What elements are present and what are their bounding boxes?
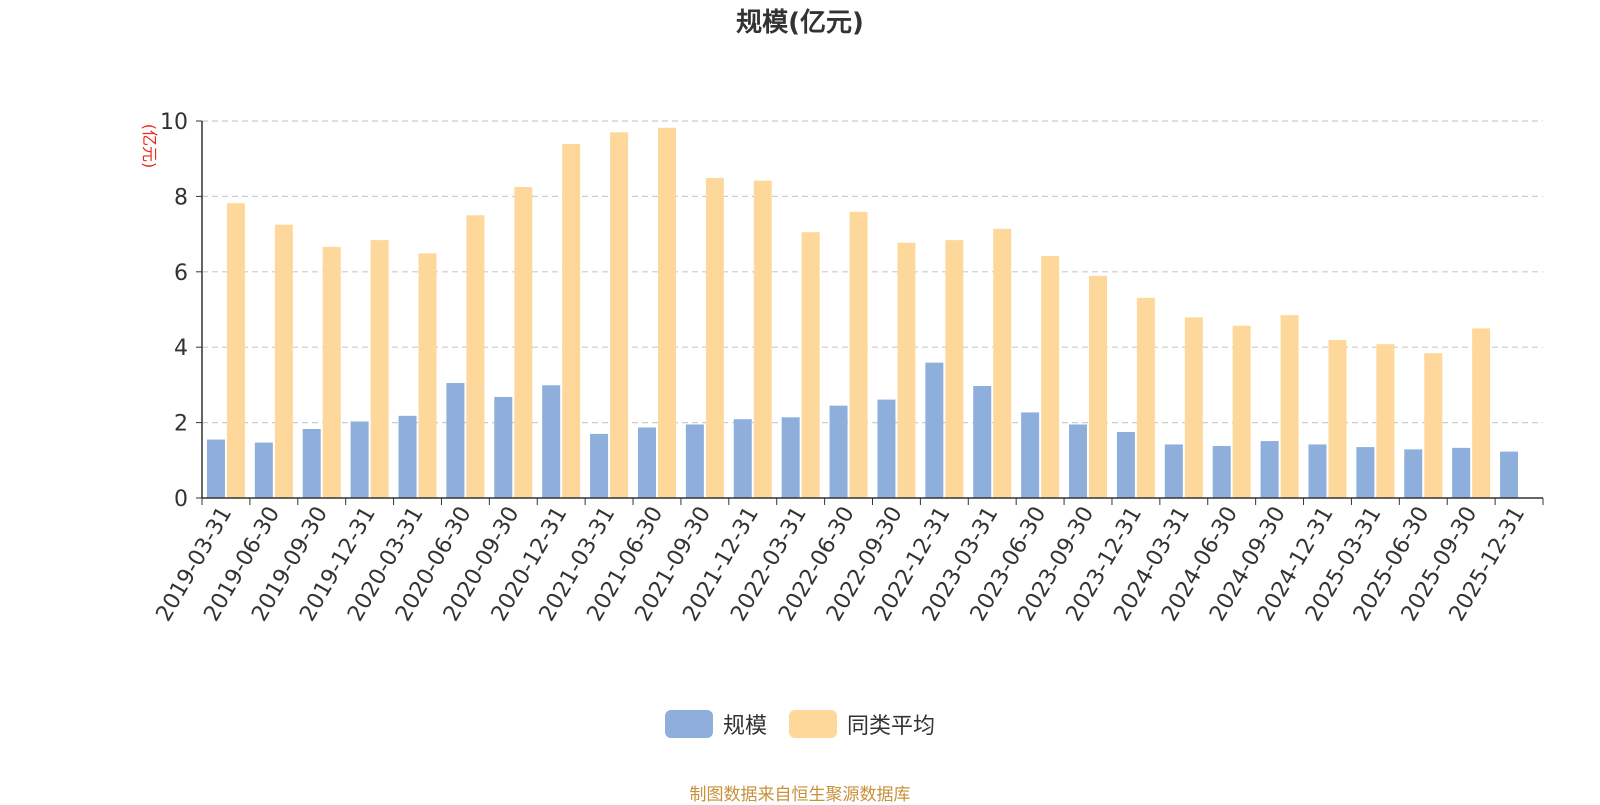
bar-series1[interactable] [1116,432,1135,498]
bar-series1[interactable] [206,439,225,498]
legend-label: 同类平均 [847,714,936,739]
legend-item-series2[interactable]: 同类平均 [789,708,935,740]
bar-series1[interactable] [781,417,800,498]
bar-series1[interactable] [1021,412,1040,498]
bar-series2[interactable] [849,211,868,498]
bar-series2[interactable] [1184,317,1203,498]
bar-series1[interactable] [1404,449,1423,498]
bar-series2[interactable] [657,127,676,498]
bar-series1[interactable] [1452,447,1471,498]
bar-series2[interactable] [1424,353,1443,498]
bar-series1[interactable] [925,362,944,498]
bar-series2[interactable] [1280,315,1299,498]
bar-series1[interactable] [973,386,992,498]
bar-series1[interactable] [254,442,273,498]
bar-series2[interactable] [753,180,772,499]
bar-chart: 0 2 4 6 8 10 2019-03-312019-06-302019-09-3020… [140,110,1544,626]
bar-series1[interactable] [446,383,465,498]
bar-series2[interactable] [897,242,916,498]
bar-series1[interactable] [350,421,369,498]
y-axis-label: (亿元) [140,124,159,169]
axes [201,121,1544,505]
bar-series1[interactable] [1500,451,1519,498]
bar-series2[interactable] [418,253,437,498]
bar-series2[interactable] [226,203,245,498]
legend-label: 规模 [722,714,767,739]
y-tick-label: 8 [174,185,188,210]
legend-swatch [789,710,837,738]
chart-title: 规模(亿元) [736,8,864,38]
bar-series1[interactable] [877,399,896,498]
bar-series1[interactable] [829,405,848,498]
bar-series1[interactable] [1356,447,1375,498]
bar-series1[interactable] [542,385,561,498]
bar-series2[interactable] [1328,340,1347,498]
y-tick-label: 6 [174,261,188,286]
bar-series2[interactable] [466,215,485,498]
bar-series2[interactable] [322,246,341,498]
bar-series2[interactable] [993,228,1012,498]
y-tick-label: 0 [174,487,188,512]
y-tick-label: 10 [160,110,188,135]
bar-series1[interactable] [1260,441,1279,498]
bar-series1[interactable] [398,415,417,498]
bar-series1[interactable] [1069,424,1088,498]
bar-series2[interactable] [514,186,533,498]
y-tick-label: 2 [174,412,188,437]
bar-series2[interactable] [1041,255,1060,498]
legend-swatch [664,710,713,738]
bar-series1[interactable] [1164,444,1183,498]
bar-series1[interactable] [733,419,752,498]
bars [206,127,1519,499]
bar-series1[interactable] [590,433,609,498]
bar-series1[interactable] [685,424,704,498]
legend: 规模 同类平均 [0,708,1600,740]
bar-series2[interactable] [274,224,293,499]
bar-series2[interactable] [1089,275,1108,498]
bar-series2[interactable] [610,132,629,498]
bar-series2[interactable] [1376,344,1395,498]
bar-series2[interactable] [945,240,964,498]
bar-series2[interactable] [1232,325,1251,498]
bar-series2[interactable] [801,232,820,498]
bar-series1[interactable] [1308,444,1327,498]
bar-series1[interactable] [494,396,513,498]
x-tick-labels: 2019-03-312019-06-302019-09-302019-12-31… [152,502,1531,625]
bar-series2[interactable] [1136,297,1155,498]
legend-item-series1[interactable]: 规模 [664,708,767,740]
y-tick-label: 4 [174,336,188,361]
data-source-note: 制图数据来自恒生聚源数据库 [689,785,911,805]
bar-series2[interactable] [705,177,724,498]
y-tick-labels: 0 2 4 6 8 10 [160,110,188,512]
bar-series1[interactable] [302,429,321,498]
bar-series1[interactable] [1212,445,1231,498]
bar-series2[interactable] [370,240,389,498]
bar-series2[interactable] [1472,328,1491,498]
bar-series2[interactable] [562,143,581,498]
bar-series1[interactable] [637,427,656,498]
